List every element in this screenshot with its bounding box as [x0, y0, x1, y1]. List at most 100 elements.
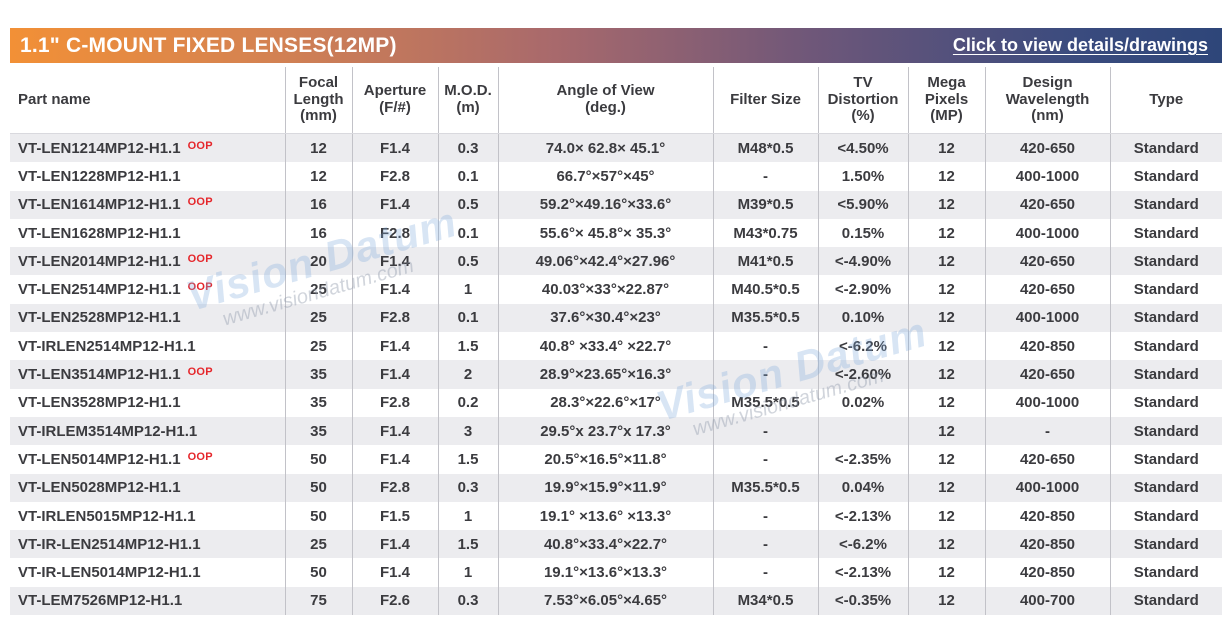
header-cell-focal: Focal Length (mm) — [284, 67, 352, 134]
cell-part: VT-LEN5028MP12-H1.1 — [10, 474, 285, 502]
cell-wave: 420-650 — [984, 190, 1110, 219]
table-row: VT-LEN5014MP12-H1.1 OOP 50 F1.4 1.5 20.5°×16.… — [10, 445, 1222, 474]
table-row: VT-LEN3514MP12-H1.1 OOP 35 F1.4 2 28.9°×23.65… — [10, 360, 1222, 389]
cell-mod: 1 — [437, 558, 498, 587]
cell-filter: - — [712, 530, 818, 559]
cell-type: Standard — [1109, 388, 1222, 417]
cell-tv: 0.04% — [817, 473, 908, 502]
cell-aperture: F1.4 — [351, 332, 438, 361]
cell-aov: 37.6°×30.4°×23° — [497, 303, 713, 333]
table-row: VT-IRLEM3514MP12-H1.1 35 F1.4 3 29.5°x 23.7°… — [10, 416, 1222, 446]
cell-filter: - — [712, 360, 818, 389]
table-row: VT-LEN2514MP12-H1.1 OOP 25 F1.4 1 40.03°×33°×… — [10, 275, 1222, 304]
cell-focal: 50 — [284, 558, 352, 587]
cell-part: VT-IR-LEN2514MP12-H1.1 — [10, 530, 285, 558]
cell-part: VT-LEM7526MP12-H1.1 — [10, 587, 285, 615]
cell-focal: 25 — [284, 332, 352, 361]
cell-wave: 400-1000 — [984, 303, 1110, 333]
cell-mp: 12 — [907, 473, 985, 502]
table-head: Part name Focal Length (mm) Aperture (F/#)… — [10, 67, 1222, 134]
header-cell-mod: M.O.D. (m) — [437, 67, 498, 134]
table-row: VT-LEM7526MP12-H1.1 75 F2.6 0.3 7.53°×6.05°×… — [10, 586, 1222, 616]
cell-aov: 20.5°×16.5°×11.8° — [497, 445, 713, 474]
cell-mp: 12 — [907, 388, 985, 417]
cell-part: VT-LEN2014MP12-H1.1 OOP — [10, 247, 285, 275]
cell-focal: 12 — [284, 162, 352, 191]
cell-part: VT-LEN5014MP12-H1.1 OOP — [10, 445, 285, 473]
header-cell-type: Type — [1109, 67, 1222, 134]
cell-tv: 1.50% — [817, 162, 908, 191]
part-name: VT-LEN1614MP12-H1.1 — [18, 196, 181, 214]
cell-filter: - — [712, 332, 818, 361]
cell-focal: 25 — [284, 303, 352, 333]
cell-aov: 19.1°×13.6°×13.3° — [497, 558, 713, 587]
cell-aov: 29.5°x 23.7°x 17.3° — [497, 416, 713, 446]
cell-filter: M48*0.5 — [712, 133, 818, 163]
cell-aov: 66.7°×57°×45° — [497, 162, 713, 191]
cell-tv: <-2.13% — [817, 558, 908, 587]
cell-part: VT-LEN2514MP12-H1.1 OOP — [10, 275, 285, 303]
part-name: VT-LEN2528MP12-H1.1 — [18, 309, 181, 327]
cell-part: VT-LEN3528MP12-H1.1 — [10, 389, 285, 417]
cell-type: Standard — [1109, 332, 1222, 361]
cell-wave: 420-650 — [984, 360, 1110, 389]
cell-part: VT-LEN1628MP12-H1.1 — [10, 219, 285, 247]
oop-badge: OOP — [187, 252, 213, 265]
cell-mp: 12 — [907, 332, 985, 361]
cell-filter: M41*0.5 — [712, 247, 818, 276]
cell-wave: 400-700 — [984, 586, 1110, 616]
cell-mod: 3 — [437, 416, 498, 446]
cell-aov: 40.03°×33°×22.87° — [497, 275, 713, 304]
cell-focal: 25 — [284, 530, 352, 559]
cell-focal: 16 — [284, 218, 352, 248]
part-name: VT-LEN1214MP12-H1.1 — [18, 139, 181, 157]
cell-part: VT-LEN1614MP12-H1.1 OOP — [10, 191, 285, 219]
cell-focal: 35 — [284, 388, 352, 417]
cell-wave: 400-1000 — [984, 218, 1110, 248]
part-name: VT-LEN5014MP12-H1.1 — [18, 450, 181, 468]
part-name: VT-IR-LEN2514MP12-H1.1 — [18, 535, 201, 553]
table-row: VT-LEN5028MP12-H1.1 50 F2.8 0.3 19.9°×15.9°×… — [10, 473, 1222, 502]
cell-mp: 12 — [907, 303, 985, 333]
table-row: VT-LEN2528MP12-H1.1 25 F2.8 0.1 37.6°×30.4°×… — [10, 303, 1222, 333]
cell-part: VT-LEN1228MP12-H1.1 — [10, 162, 285, 190]
cell-wave: 420-850 — [984, 530, 1110, 559]
cell-aperture: F1.5 — [351, 501, 438, 531]
cell-wave: 420-850 — [984, 332, 1110, 361]
oop-badge: OOP — [187, 450, 213, 463]
cell-mp: 12 — [907, 218, 985, 248]
cell-aperture: F2.8 — [351, 218, 438, 248]
cell-mp: 12 — [907, 530, 985, 559]
cell-type: Standard — [1109, 501, 1222, 531]
cell-mp: 12 — [907, 190, 985, 219]
cell-mp: 12 — [907, 558, 985, 587]
table-row: VT-LEN1628MP12-H1.1 16 F2.8 0.1 55.6°× 45.8°… — [10, 218, 1222, 248]
cell-aperture: F1.4 — [351, 133, 438, 163]
cell-focal: 50 — [284, 445, 352, 474]
cell-wave: 420-650 — [984, 133, 1110, 163]
cell-mod: 0.5 — [437, 190, 498, 219]
page-title: 1.1" C-MOUNT FIXED LENSES(12MP) — [20, 33, 397, 57]
cell-aperture: F1.4 — [351, 190, 438, 219]
cell-aperture: F1.4 — [351, 445, 438, 474]
cell-tv: <4.50% — [817, 133, 908, 163]
cell-part: VT-LEN3514MP12-H1.1 OOP — [10, 360, 285, 388]
header-cell-aov: Angle of View (deg.) — [497, 67, 713, 134]
view-details-link[interactable]: Click to view details/drawings — [952, 35, 1208, 55]
header-cell-filter: Filter Size — [712, 67, 818, 134]
cell-type: Standard — [1109, 218, 1222, 248]
cell-aperture: F1.4 — [351, 275, 438, 304]
cell-part: VT-IRLEN5015MP12-H1.1 — [10, 502, 285, 530]
cell-focal: 35 — [284, 416, 352, 446]
part-name: VT-IR-LEN5014MP12-H1.1 — [18, 564, 201, 582]
cell-mod: 0.5 — [437, 247, 498, 276]
cell-filter: M34*0.5 — [712, 586, 818, 616]
cell-wave: 400-1000 — [984, 162, 1110, 191]
cell-aov: 28.3°×22.6°×17° — [497, 388, 713, 417]
part-name: VT-LEN1628MP12-H1.1 — [18, 224, 181, 242]
cell-part: VT-LEN1214MP12-H1.1 OOP — [10, 134, 285, 163]
part-name: VT-LEN3514MP12-H1.1 — [18, 366, 181, 384]
cell-mod: 0.1 — [437, 218, 498, 248]
cell-focal: 35 — [284, 360, 352, 389]
cell-mp: 12 — [907, 162, 985, 191]
